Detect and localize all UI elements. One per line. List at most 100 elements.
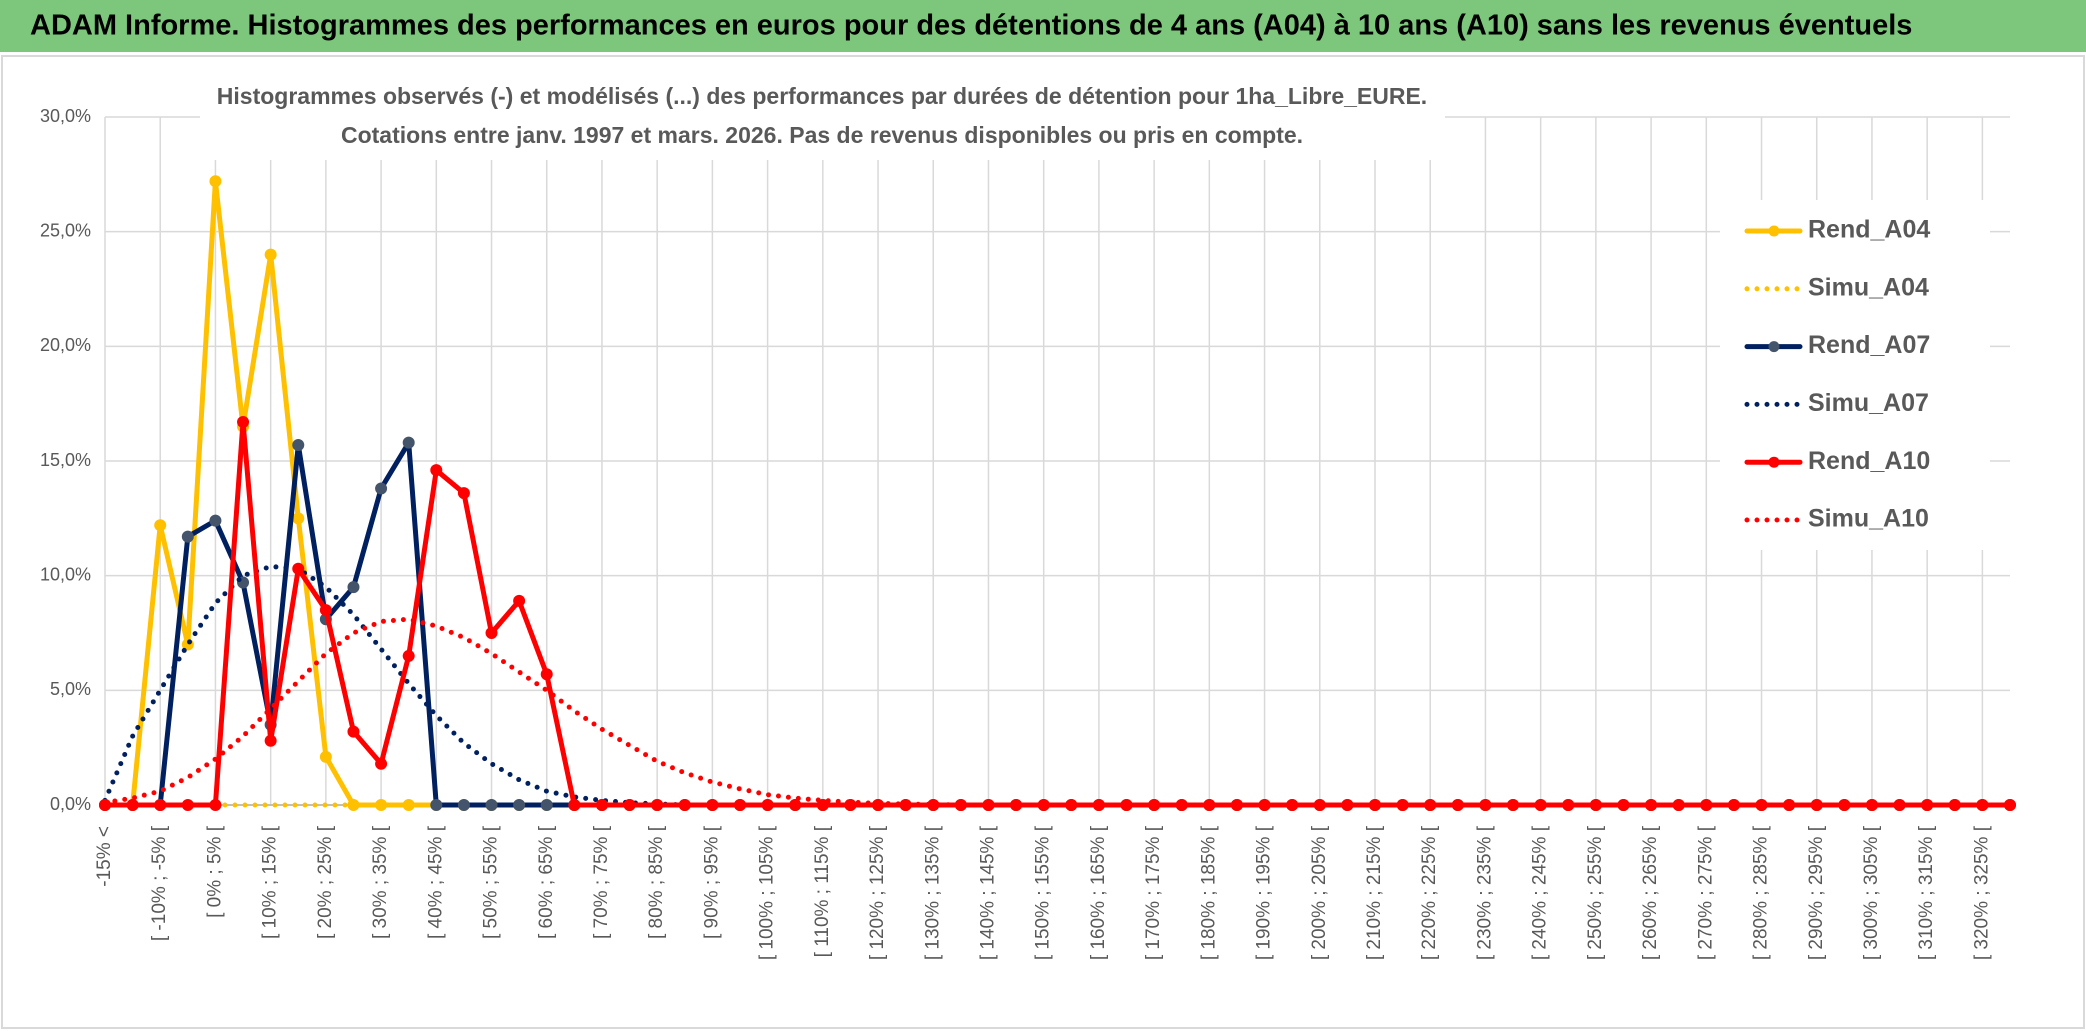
data-point xyxy=(209,175,222,188)
x-tick-label: [ 260% ; 265% [ xyxy=(1640,825,1661,960)
data-point xyxy=(734,799,746,811)
x-tick-label: [ 90% ; 95% [ xyxy=(701,825,722,939)
legend: Rend_A04 Simu_A04 Rend_A07 Simu_A07 Rend_A10… xyxy=(1744,216,1930,533)
y-tick-label: 10,0% xyxy=(40,564,91,584)
x-tick-label: [ 40% ; 45% [ xyxy=(425,825,446,939)
x-tick-label: [ 180% ; 185% [ xyxy=(1198,825,1219,960)
x-tick-label: [ -10% ; -5% [ xyxy=(149,825,170,941)
data-point xyxy=(292,562,305,575)
x-tick-label: [ 170% ; 175% [ xyxy=(1143,825,1164,960)
y-tick-label: 20,0% xyxy=(40,335,91,355)
title-background xyxy=(200,78,1445,160)
data-point xyxy=(430,464,443,477)
x-tick-label: [ 310% ; 315% [ xyxy=(1916,825,1937,960)
legend-label: Simu_A04 xyxy=(1808,273,1929,301)
legend-marker xyxy=(1768,341,1780,353)
data-point xyxy=(513,799,526,811)
data-point xyxy=(264,248,277,261)
data-point xyxy=(319,604,332,617)
data-point xyxy=(485,799,498,811)
legend-marker xyxy=(1768,456,1780,468)
x-tick-label: [ 240% ; 245% [ xyxy=(1530,825,1551,960)
data-point xyxy=(485,627,498,639)
data-point xyxy=(237,416,250,429)
legend-label: Rend_A10 xyxy=(1808,447,1930,475)
data-point xyxy=(347,725,360,738)
data-point xyxy=(402,436,415,449)
x-tick-label: [ 220% ; 225% [ xyxy=(1419,825,1440,960)
header-title: ADAM Informe. Histogrammes des performan… xyxy=(30,10,1912,42)
x-tick-label: [ 120% ; 125% [ xyxy=(867,825,888,960)
x-tick-label: [ 30% ; 35% [ xyxy=(370,825,391,939)
data-point xyxy=(154,799,167,811)
data-point xyxy=(540,799,553,811)
data-point xyxy=(513,594,526,607)
x-tick-label: [ 230% ; 235% [ xyxy=(1474,825,1495,960)
data-point xyxy=(761,799,774,811)
data-point xyxy=(402,649,415,662)
data-point xyxy=(319,750,332,763)
x-tick-label: [ 210% ; 215% [ xyxy=(1364,825,1385,960)
x-tick-label: [ 10% ; 15% [ xyxy=(260,825,281,939)
data-point xyxy=(347,581,360,594)
x-tick-label: [ 270% ; 275% [ xyxy=(1695,825,1716,960)
data-point xyxy=(457,799,470,811)
data-point xyxy=(375,482,388,495)
x-tick-label: [ 0% ; 5% [ xyxy=(204,825,225,918)
x-tick-label: [ 320% ; 325% [ xyxy=(1971,825,1992,960)
x-tick-label: [ 60% ; 65% [ xyxy=(536,825,557,939)
plot-area: 0,0% 5,0% 10,0% 15,0% 20,0% 25,0% 30,0% -15% < [… xyxy=(40,106,2016,960)
data-point xyxy=(264,734,277,747)
x-tick-label: [ 110% ; 115% [ xyxy=(812,825,833,957)
data-point xyxy=(651,799,664,811)
x-tick-label: [ 50% ; 55% [ xyxy=(481,825,502,939)
x-tick-label: [ 280% ; 285% [ xyxy=(1751,825,1772,960)
x-tick-label: [ 150% ; 155% [ xyxy=(1033,825,1054,960)
series-line xyxy=(102,616,2013,808)
legend-label: Rend_A07 xyxy=(1808,331,1930,359)
chart-title: Histogrammes observés (-) et modélisés (… xyxy=(217,83,1427,109)
data-point xyxy=(126,799,139,811)
legend-label: Simu_A10 xyxy=(1808,505,1929,533)
data-point xyxy=(568,799,581,811)
x-tick-label: [ 70% ; 75% [ xyxy=(591,825,612,939)
data-point xyxy=(678,799,691,811)
data-point xyxy=(181,530,194,543)
data-point xyxy=(540,668,553,681)
data-point xyxy=(209,514,222,527)
chart-border xyxy=(1,55,2085,1029)
data-point xyxy=(209,799,222,811)
legend-marker xyxy=(1768,225,1780,237)
x-tick-label: -15% < xyxy=(94,826,115,887)
legend-background xyxy=(1720,200,1990,550)
legend-label: Simu_A07 xyxy=(1808,389,1929,417)
data-point xyxy=(816,799,829,811)
y-tick-label: 30,0% xyxy=(40,106,91,126)
data-point xyxy=(375,757,388,770)
x-tick-label: [ 190% ; 195% [ xyxy=(1254,825,1275,960)
data-point xyxy=(457,487,470,500)
y-tick-label: 15,0% xyxy=(40,450,91,470)
y-tick-label: 0,0% xyxy=(50,794,91,814)
x-tick-label: [ 160% ; 165% [ xyxy=(1088,825,1109,960)
x-tick-label: [ 290% ; 295% [ xyxy=(1806,825,1827,960)
legend-label: Rend_A04 xyxy=(1808,216,1930,244)
y-tick-label: 25,0% xyxy=(40,220,91,240)
x-tick-label: [ 80% ; 85% [ xyxy=(646,825,667,939)
data-point xyxy=(292,438,305,451)
data-point xyxy=(292,512,305,525)
data-point xyxy=(623,799,636,811)
x-tick-label: [ 300% ; 305% [ xyxy=(1861,825,1882,960)
data-point xyxy=(154,519,167,532)
data-point xyxy=(181,799,194,811)
x-tick-label: [ 250% ; 255% [ xyxy=(1585,825,1606,960)
x-tick-label: [ 20% ; 25% [ xyxy=(315,825,336,939)
data-point xyxy=(595,799,608,811)
x-tick-label: [ 140% ; 145% [ xyxy=(977,825,998,960)
data-point xyxy=(430,799,443,811)
x-tick-label: [ 130% ; 135% [ xyxy=(922,825,943,960)
x-tick-label: [ 100% ; 105% [ xyxy=(757,825,778,960)
data-point xyxy=(706,799,719,811)
